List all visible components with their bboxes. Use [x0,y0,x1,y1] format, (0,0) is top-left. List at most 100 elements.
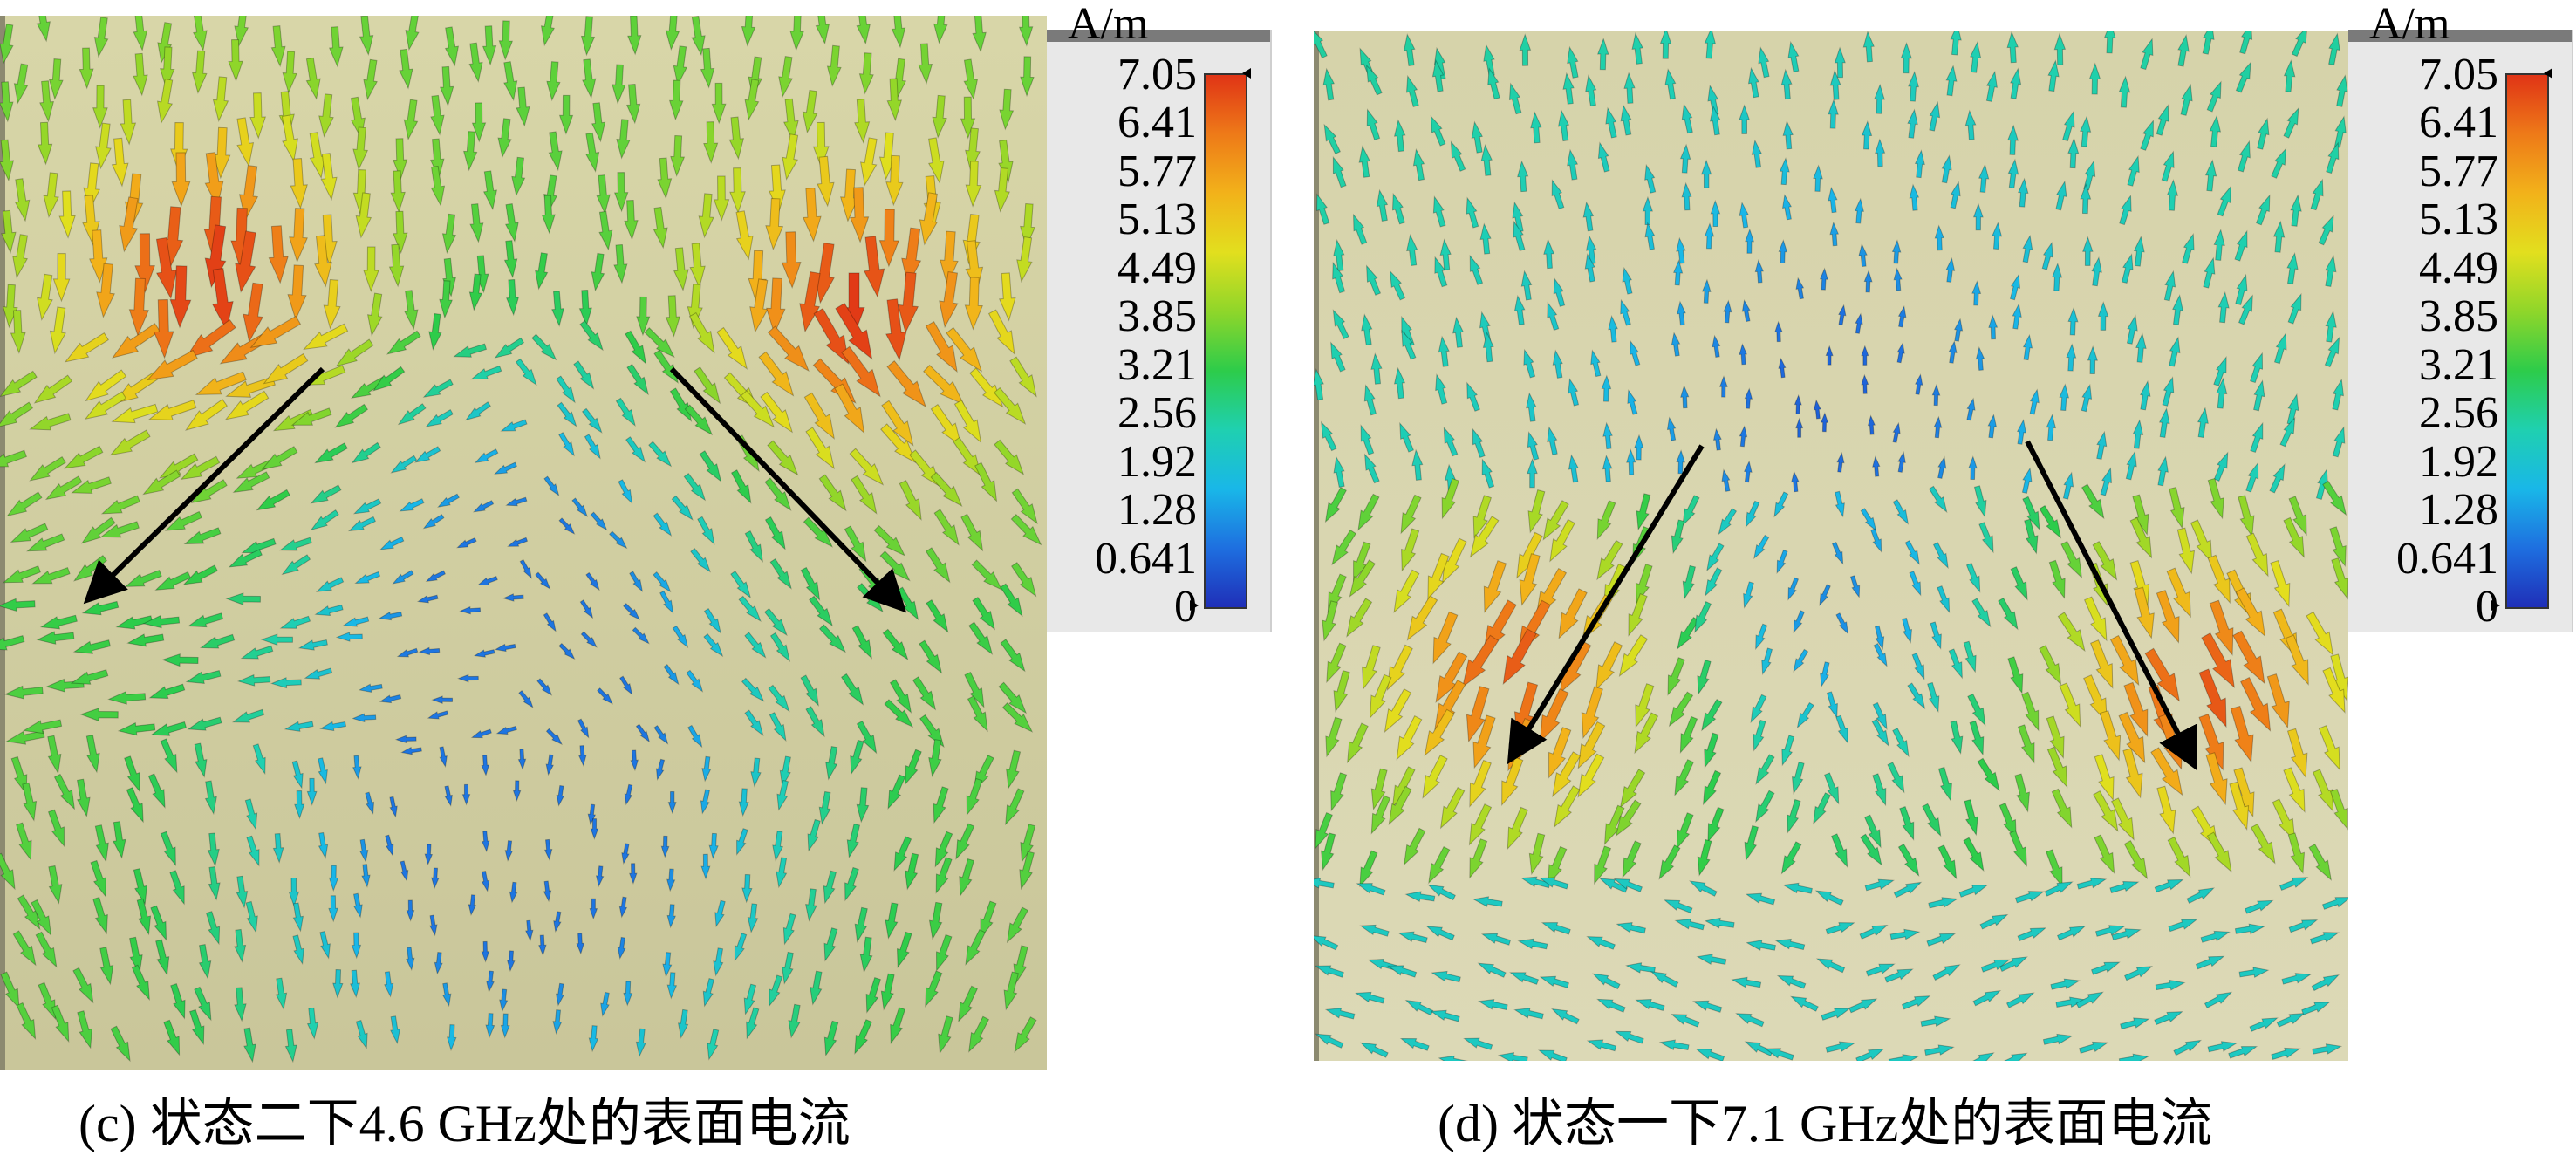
current-vector-arrow [740,390,776,428]
current-vector-arrow [1911,653,1925,680]
current-vector-arrow [1332,309,1349,340]
current-vector-arrow [807,818,821,852]
current-vector-arrow [363,246,379,292]
current-vector-arrow [2123,681,2149,737]
current-vector-arrow [818,624,846,653]
current-vector-arrow [2195,955,2225,970]
current-vector-arrow [1971,280,1982,306]
current-vector-arrow [385,834,394,857]
current-vector-arrow [2097,301,2109,331]
current-vector-arrow [2121,253,2134,284]
current-vector-arrow [579,320,604,352]
current-vector-arrow [925,547,951,584]
current-vector-arrow [2135,332,2147,363]
current-vector-arrow [2315,468,2329,500]
current-vector-arrow [1672,259,1684,286]
current-vector-arrow [1406,595,1438,641]
current-vector-arrow [207,832,220,867]
current-vector-arrow [1020,56,1035,98]
current-vector-arrow [1349,559,1376,598]
current-vector-arrow [1787,798,1801,834]
current-vector-arrow [928,739,942,778]
current-vector-arrow [2076,878,2108,890]
current-vector-arrow [1014,1016,1037,1053]
current-vector-arrow [1357,493,1380,531]
current-vector-arrow [1747,66,1759,99]
current-vector-arrow [1562,72,1575,105]
current-vector-arrow [2161,150,2175,182]
current-vector-arrow [714,899,726,928]
current-vector-arrow [653,725,669,745]
current-vector-arrow [1442,537,1467,584]
current-vector-arrow [856,720,878,755]
current-vector-arrow [525,919,534,942]
current-vector-arrow [319,721,347,732]
current-vector-arrow [538,934,547,957]
current-vector-arrow [1820,661,1830,687]
current-vector-arrow [873,524,905,557]
current-vector-arrow [1776,549,1788,575]
current-vector-arrow [936,933,953,972]
current-vector-arrow [660,835,670,858]
current-vector-arrow [1934,224,1944,251]
current-vector-arrow [43,172,59,219]
current-vector-arrow [1950,181,1961,209]
current-vector-arrow [849,448,885,486]
current-vector-arrow [856,787,870,824]
current-vector-arrow [1967,693,1986,727]
current-vector-arrow [2118,711,2146,764]
legend-tick-label: 1.28 [1117,485,1197,536]
current-vector-arrow [2110,797,2135,841]
current-vector-arrow [998,681,1028,714]
current-vector-arrow [35,931,58,968]
current-vector-arrow [624,199,639,241]
current-vector-arrow [2122,748,2143,799]
current-vector-arrow [2006,31,2019,64]
current-vector-arrow [1963,837,1985,872]
current-vector-arrow [1988,314,1999,340]
current-vector-arrow [315,577,345,592]
current-vector-arrow [2016,419,2026,445]
current-vector-arrow [632,626,650,645]
current-vector-arrow [834,383,865,434]
current-vector-arrow [689,243,706,289]
current-vector-arrow [1364,453,1380,484]
current-vector-arrow [703,121,719,164]
current-vector-arrow [2088,62,2101,95]
current-vector-arrow [249,92,267,140]
current-vector-arrow [393,138,408,181]
plot-left-edge [0,16,5,1070]
current-vector-arrow [557,401,577,427]
current-vector-arrow [1829,69,1841,100]
current-vector-arrow [655,758,666,781]
current-vector-arrow [394,735,417,744]
current-vector-arrow [1542,500,1569,541]
current-vector-arrow [673,247,689,291]
current-vector-arrow [133,16,148,51]
current-vector-arrow [96,263,115,318]
current-vector-arrow [1366,264,1382,296]
current-vector-arrow [1695,1049,1725,1061]
current-vector-arrow [314,235,332,288]
current-vector-arrow [1891,239,1902,264]
current-vector-arrow [1517,160,1529,193]
current-vector-arrow [627,16,642,56]
current-vector-arrow [2286,252,2299,285]
current-vector-arrow [1315,1033,1344,1049]
current-vector-arrow [919,192,938,246]
current-vector-arrow [119,196,139,253]
current-vector-arrow [519,558,532,579]
current-vector-arrow [481,831,490,853]
current-vector-arrow [2158,407,2170,438]
current-vector-arrow [1508,82,1522,115]
current-vector-arrow [10,523,49,543]
current-vector-arrow [1627,389,1638,415]
current-vector-arrow [1443,426,1459,457]
current-vector-arrow [31,566,71,584]
current-vector-arrow [2204,991,2233,1008]
current-vector-arrow [1472,495,1493,539]
current-vector-arrow [769,712,787,742]
current-vector-arrow [1613,878,1643,892]
current-vector-arrow [580,631,598,648]
current-vector-arrow [506,950,516,973]
